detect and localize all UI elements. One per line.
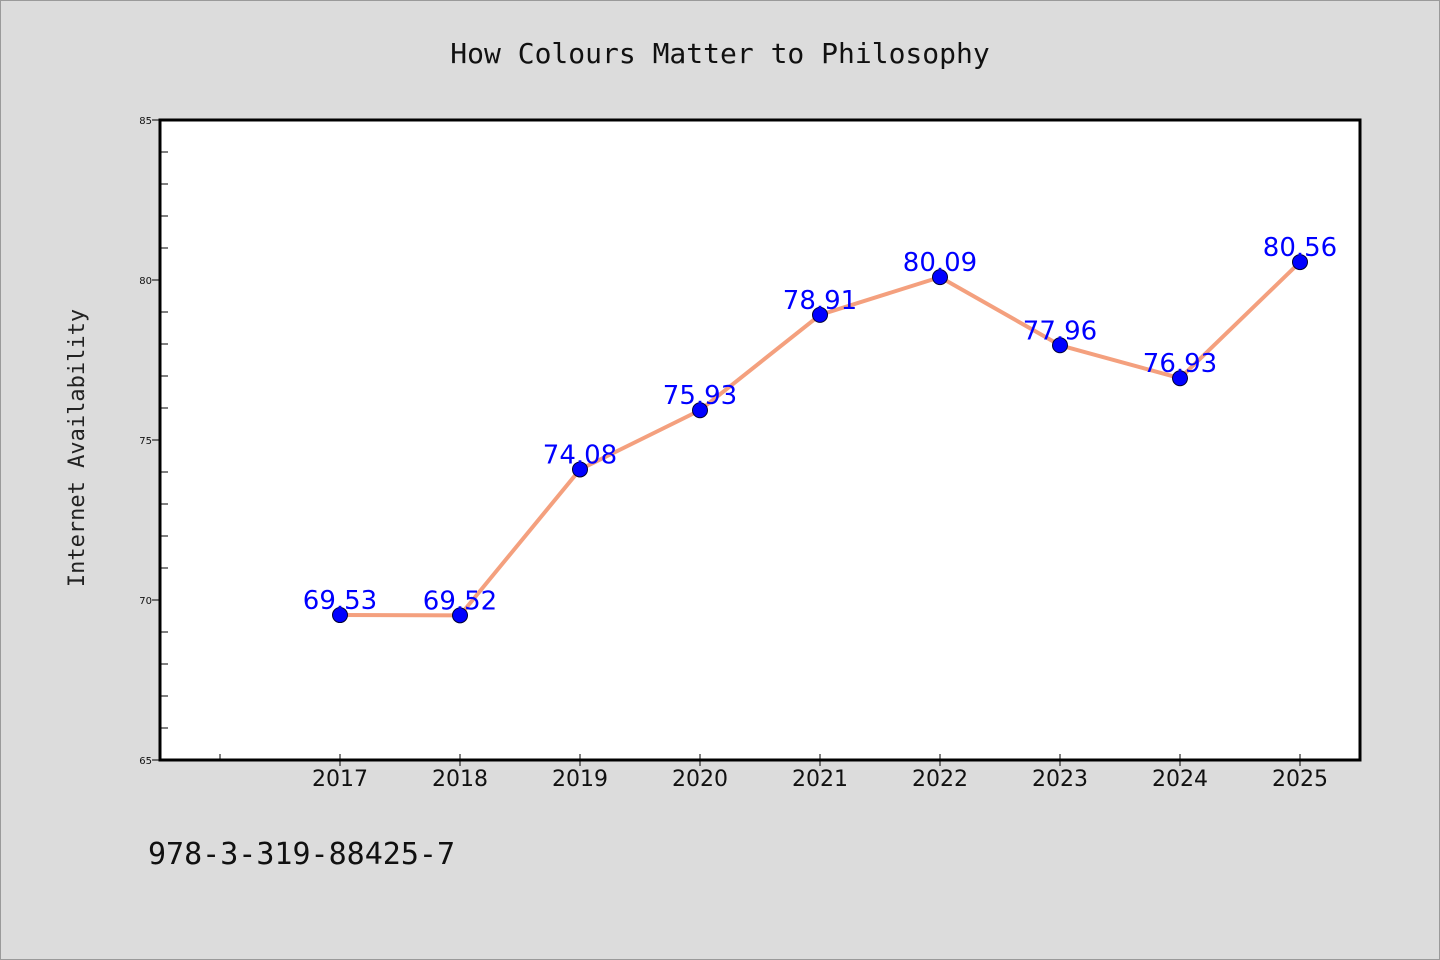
x-tick-label: 2020 <box>672 767 728 792</box>
y-axis-ticks: 65 70 75 80 85 <box>139 116 152 767</box>
data-value-label: 74.08 <box>543 440 617 470</box>
y-tick-label: 65 <box>139 756 152 767</box>
x-tick-label: 2025 <box>1272 767 1328 792</box>
data-value-label: 78.91 <box>783 286 857 316</box>
chart-title: How Colours Matter to Philosophy <box>450 37 989 70</box>
data-point-marker <box>452 607 468 624</box>
data-point-marker <box>572 461 588 478</box>
data-value-label: 69.53 <box>303 586 377 616</box>
data-markers <box>332 254 1308 624</box>
data-value-label: 76.93 <box>1143 349 1217 379</box>
y-tick-label: 75 <box>139 436 152 447</box>
data-point-marker <box>1172 370 1188 387</box>
y-tick-label: 85 <box>139 116 152 127</box>
plot-area <box>160 120 1360 760</box>
x-tick-label: 2017 <box>312 767 368 792</box>
data-point-marker <box>1052 337 1068 354</box>
data-value-label: 69.52 <box>423 586 497 616</box>
y-axis-label: Internet Availability <box>65 309 90 587</box>
x-tick-label: 2018 <box>432 767 488 792</box>
x-tick-label: 2023 <box>1032 767 1088 792</box>
data-point-marker <box>932 269 948 286</box>
data-point-marker <box>1292 254 1308 271</box>
y-tick-label: 70 <box>139 596 152 607</box>
data-labels: 69.53 69.52 74.08 75.93 78.91 80.09 77.96 76.93… <box>303 233 1337 616</box>
data-value-label: 75.93 <box>663 381 737 411</box>
x-axis-ticks: 2017 2018 2019 2020 2021 2022 2023 2024 2025 <box>219 754 1328 792</box>
y-tick-label: 80 <box>139 276 152 287</box>
plot-border <box>158 118 1362 762</box>
x-tick-label: 2024 <box>1152 767 1208 792</box>
x-tick-label: 2019 <box>552 767 608 792</box>
data-value-label: 80.09 <box>903 248 977 278</box>
x-tick-label: 2021 <box>792 767 848 792</box>
x-tick-label: 2022 <box>912 767 968 792</box>
data-point-marker <box>692 402 708 419</box>
data-point-marker <box>332 607 348 624</box>
data-value-label: 77.96 <box>1023 316 1097 346</box>
isbn-text: 978-3-319-88425-7 <box>148 837 455 872</box>
data-point-marker <box>812 306 828 323</box>
data-value-label: 80.56 <box>1263 233 1337 263</box>
